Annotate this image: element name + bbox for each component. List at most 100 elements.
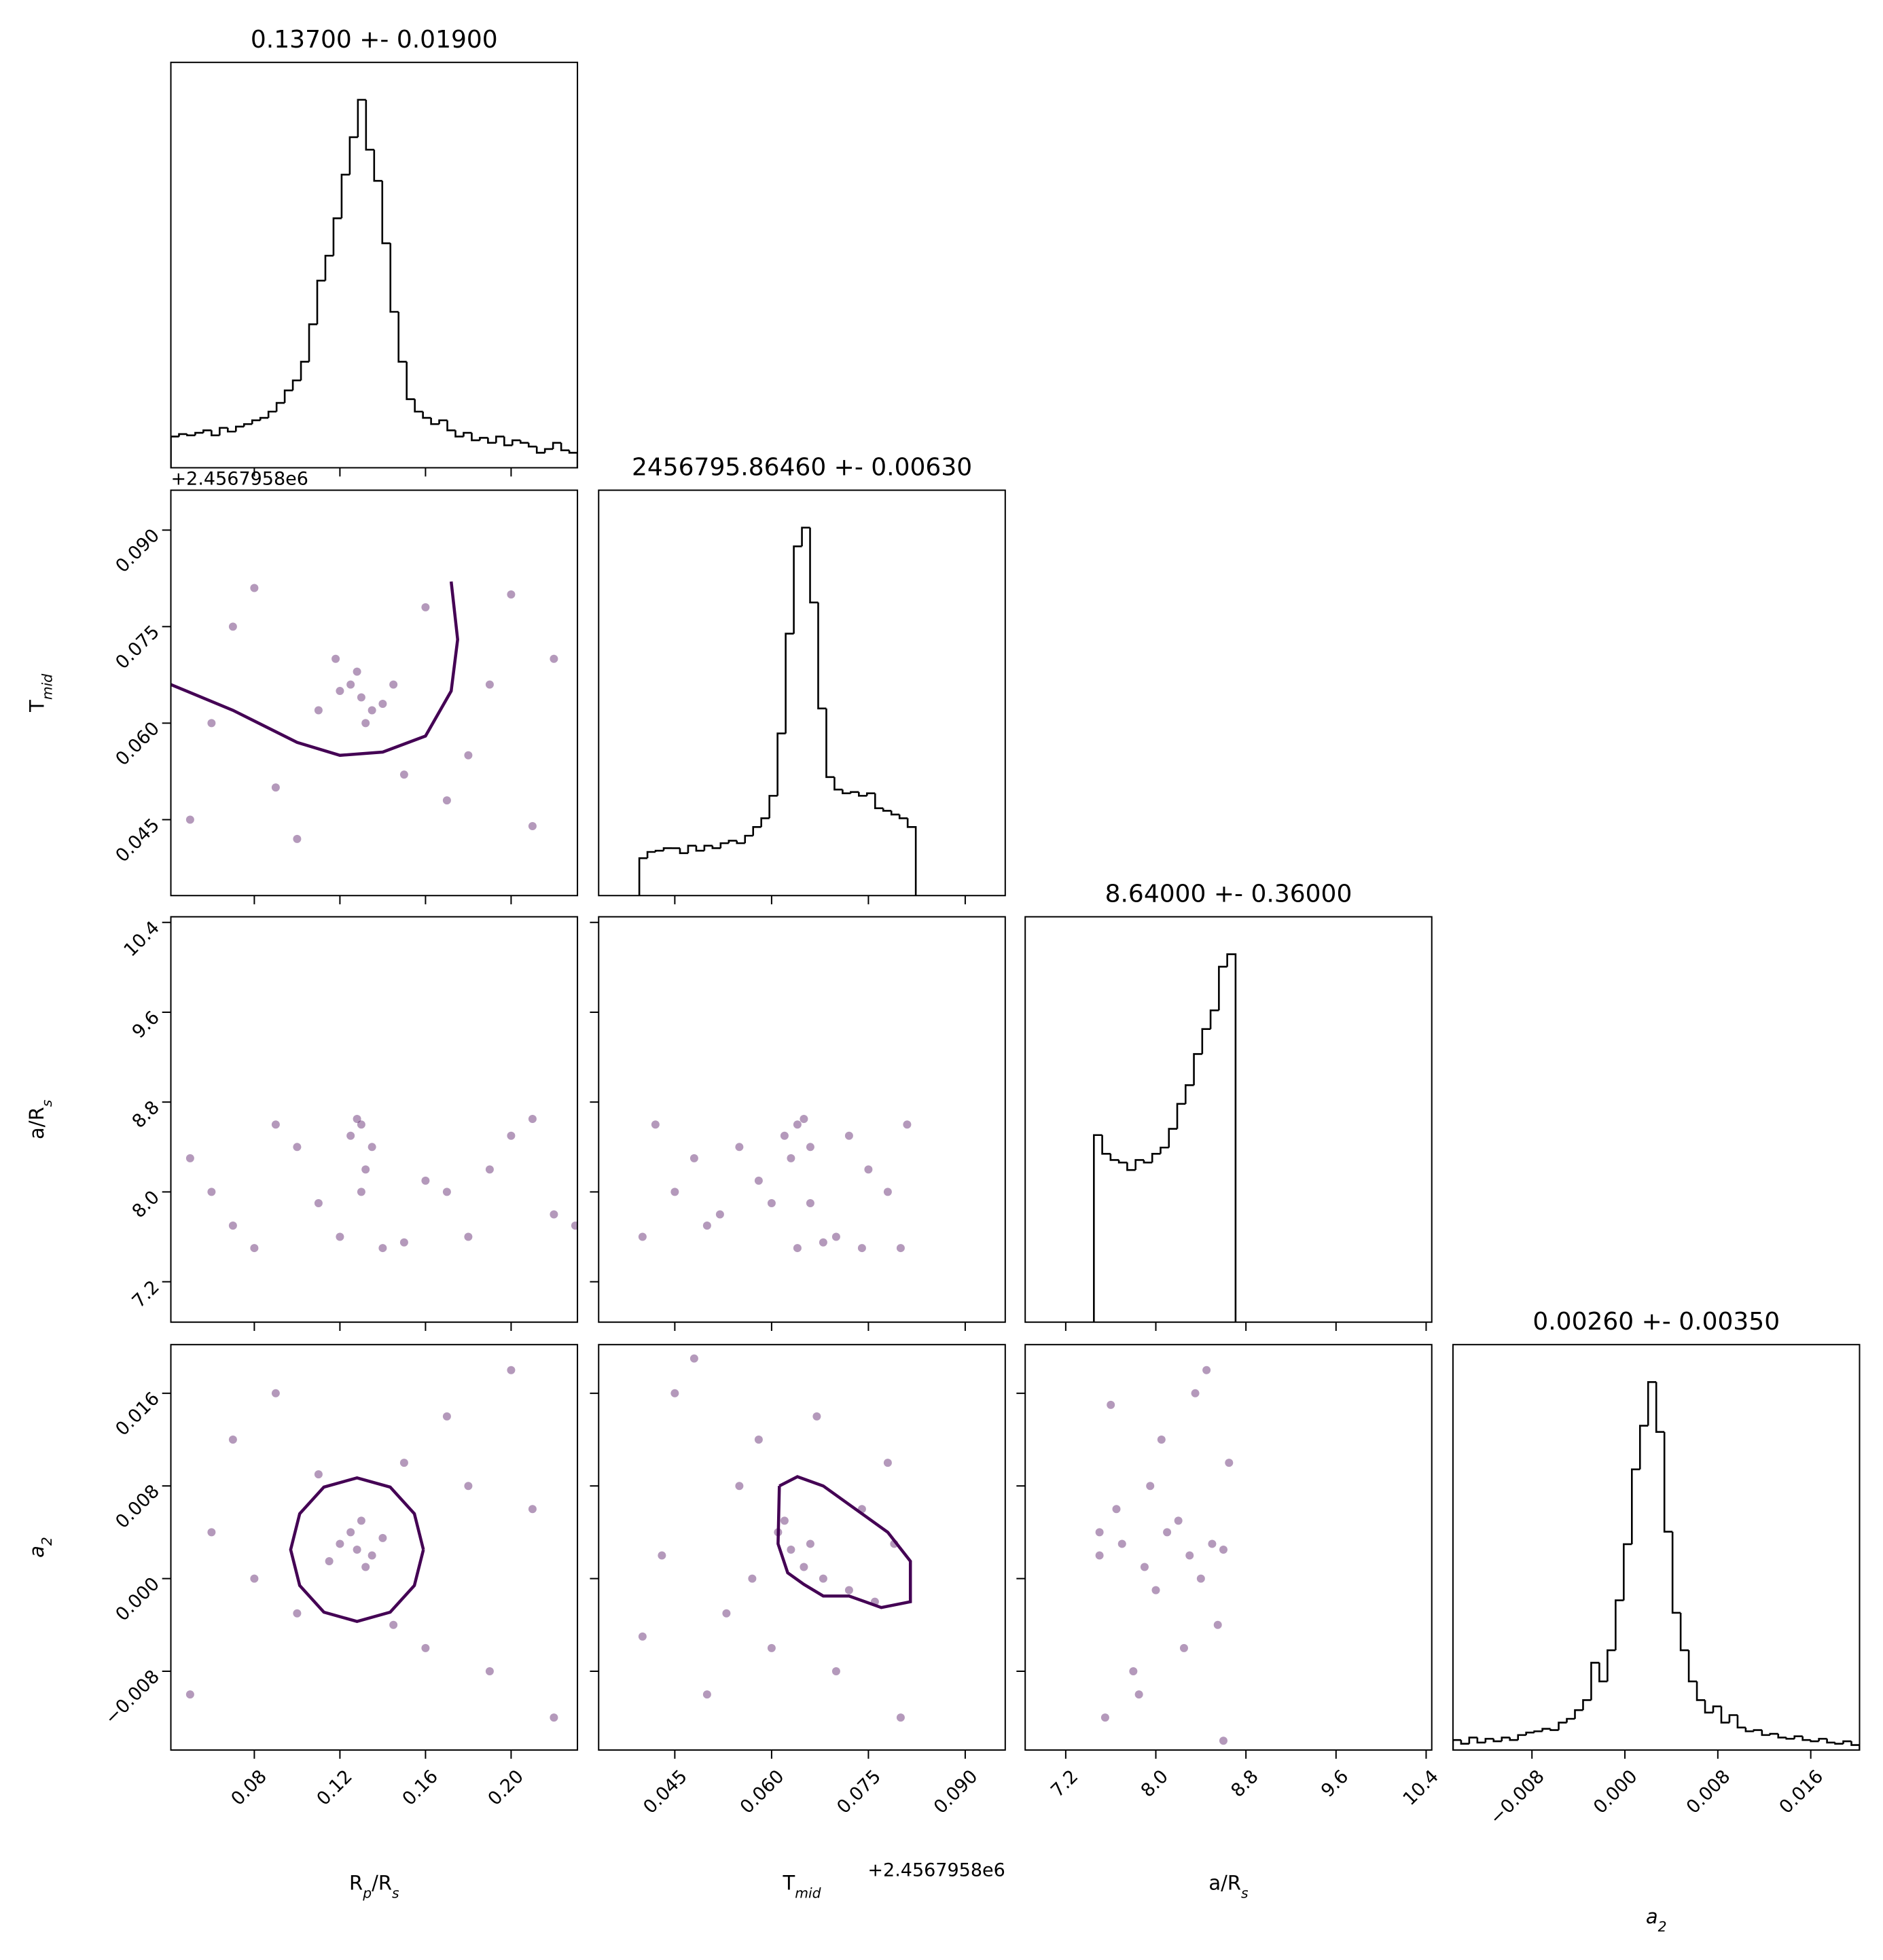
scatter-point bbox=[442, 1412, 451, 1421]
scatter-point bbox=[1117, 1539, 1126, 1548]
scatter-point bbox=[702, 1690, 711, 1699]
scatter-point bbox=[207, 1528, 216, 1537]
x-tick-label: 0.12 bbox=[312, 1766, 356, 1809]
panel-frame bbox=[1452, 1344, 1861, 1751]
label-subscript: mid bbox=[39, 674, 55, 700]
histogram-step bbox=[512, 439, 521, 446]
scatter-point bbox=[722, 1609, 731, 1618]
histogram-step bbox=[1818, 1738, 1827, 1742]
scatter-point bbox=[800, 1114, 808, 1123]
scatter-point bbox=[844, 1131, 853, 1140]
histogram-step bbox=[267, 410, 277, 418]
histogram-step bbox=[446, 420, 456, 431]
y-tick-label: 10.4 bbox=[120, 917, 163, 961]
histogram-title: 0.00260 +- 0.00350 bbox=[1532, 1308, 1780, 1336]
scatter-point bbox=[896, 1244, 905, 1253]
histogram-step bbox=[785, 632, 794, 734]
scatter-point bbox=[507, 1131, 516, 1140]
histogram-step bbox=[1460, 1740, 1469, 1745]
y-tick-label: 0.045 bbox=[111, 815, 164, 867]
histogram-step bbox=[646, 851, 656, 859]
histogram-step bbox=[711, 845, 721, 849]
histogram-step bbox=[1541, 1728, 1551, 1732]
panel-frame bbox=[1024, 1344, 1433, 1751]
histogram-step bbox=[1549, 1728, 1559, 1731]
panel bbox=[590, 921, 966, 1332]
histogram-step bbox=[1176, 1103, 1186, 1129]
contour-line bbox=[289, 1476, 425, 1624]
histogram-step bbox=[1525, 1731, 1535, 1735]
scatter-point bbox=[787, 1154, 795, 1162]
scatter-point bbox=[378, 1244, 387, 1253]
scatter-point bbox=[903, 1120, 912, 1129]
label-text: T bbox=[783, 1872, 795, 1895]
scatter-point bbox=[228, 622, 237, 631]
scatter-point bbox=[1151, 1586, 1160, 1594]
histogram-step bbox=[1218, 965, 1227, 1011]
panel-frame bbox=[170, 61, 579, 469]
histogram-step bbox=[1452, 1739, 1461, 1750]
histogram-step bbox=[202, 429, 212, 433]
histogram-step bbox=[776, 732, 786, 796]
histogram-step bbox=[1834, 1742, 1844, 1745]
scatter-point bbox=[293, 834, 302, 843]
scatter-point bbox=[1208, 1539, 1217, 1548]
scatter-point bbox=[883, 1188, 892, 1196]
histogram-step bbox=[728, 840, 737, 844]
x-offset-text: +2.4567958e6 bbox=[867, 1859, 1005, 1881]
scatter-point bbox=[331, 654, 340, 663]
y-tick-label: 0.008 bbox=[111, 1481, 164, 1533]
label-subscript: s bbox=[1241, 1885, 1249, 1902]
histogram-step bbox=[1663, 1431, 1673, 1533]
scatter-point bbox=[528, 1114, 537, 1123]
histogram-step bbox=[381, 181, 391, 245]
histogram-step bbox=[817, 602, 827, 710]
scatter-point bbox=[399, 1238, 408, 1247]
y-tick-label: 8.8 bbox=[128, 1097, 164, 1133]
scatter-point bbox=[361, 1563, 370, 1571]
histogram-step bbox=[1655, 1382, 1665, 1433]
histogram-step bbox=[1201, 1028, 1211, 1054]
histogram-step bbox=[1793, 1735, 1803, 1739]
scatter-point bbox=[550, 1713, 558, 1722]
histogram-step bbox=[454, 430, 464, 438]
histogram-step bbox=[389, 243, 399, 313]
panel bbox=[253, 467, 512, 477]
panel: 7.2 8.0 8.8 9.6 10.4 bbox=[120, 917, 512, 1332]
scatter-point bbox=[651, 1120, 660, 1129]
label-text: T bbox=[25, 700, 48, 713]
histogram-step bbox=[219, 427, 228, 435]
histogram-step bbox=[744, 834, 753, 844]
histogram-step bbox=[1558, 1722, 1567, 1730]
scatter-point bbox=[336, 1539, 344, 1548]
label-text: a/R bbox=[25, 1107, 48, 1139]
scatter-point bbox=[883, 1459, 892, 1467]
histogram-step bbox=[1810, 1740, 1819, 1743]
scatter-point bbox=[1107, 1400, 1115, 1409]
histogram-step bbox=[1517, 1734, 1526, 1741]
histogram-title: 0.13700 +- 0.01900 bbox=[251, 26, 498, 54]
histogram-step bbox=[357, 99, 366, 137]
scatter-point bbox=[314, 1470, 323, 1479]
histogram-step bbox=[1209, 1009, 1219, 1029]
label-subscript: 2 bbox=[39, 1537, 55, 1546]
histogram-step bbox=[519, 440, 529, 444]
histogram-step bbox=[1826, 1739, 1835, 1744]
histogram-step bbox=[1509, 1737, 1518, 1741]
scatter-point bbox=[357, 1120, 365, 1129]
scatter-point bbox=[571, 1222, 578, 1230]
scatter-point bbox=[271, 1389, 280, 1397]
histogram-step bbox=[1226, 953, 1237, 1323]
scatter-point bbox=[228, 1436, 237, 1444]
histogram-step bbox=[1109, 1154, 1119, 1161]
histogram-step bbox=[1143, 1160, 1153, 1164]
y-tick-label: 0.075 bbox=[111, 622, 164, 674]
scatter-point bbox=[550, 654, 558, 663]
histogram-step bbox=[430, 418, 440, 425]
histogram-step bbox=[882, 808, 892, 812]
scatter-point bbox=[896, 1713, 905, 1722]
histogram-step bbox=[679, 848, 688, 855]
histogram-step bbox=[1598, 1662, 1608, 1683]
panel bbox=[674, 895, 966, 905]
scatter-point bbox=[767, 1198, 776, 1207]
